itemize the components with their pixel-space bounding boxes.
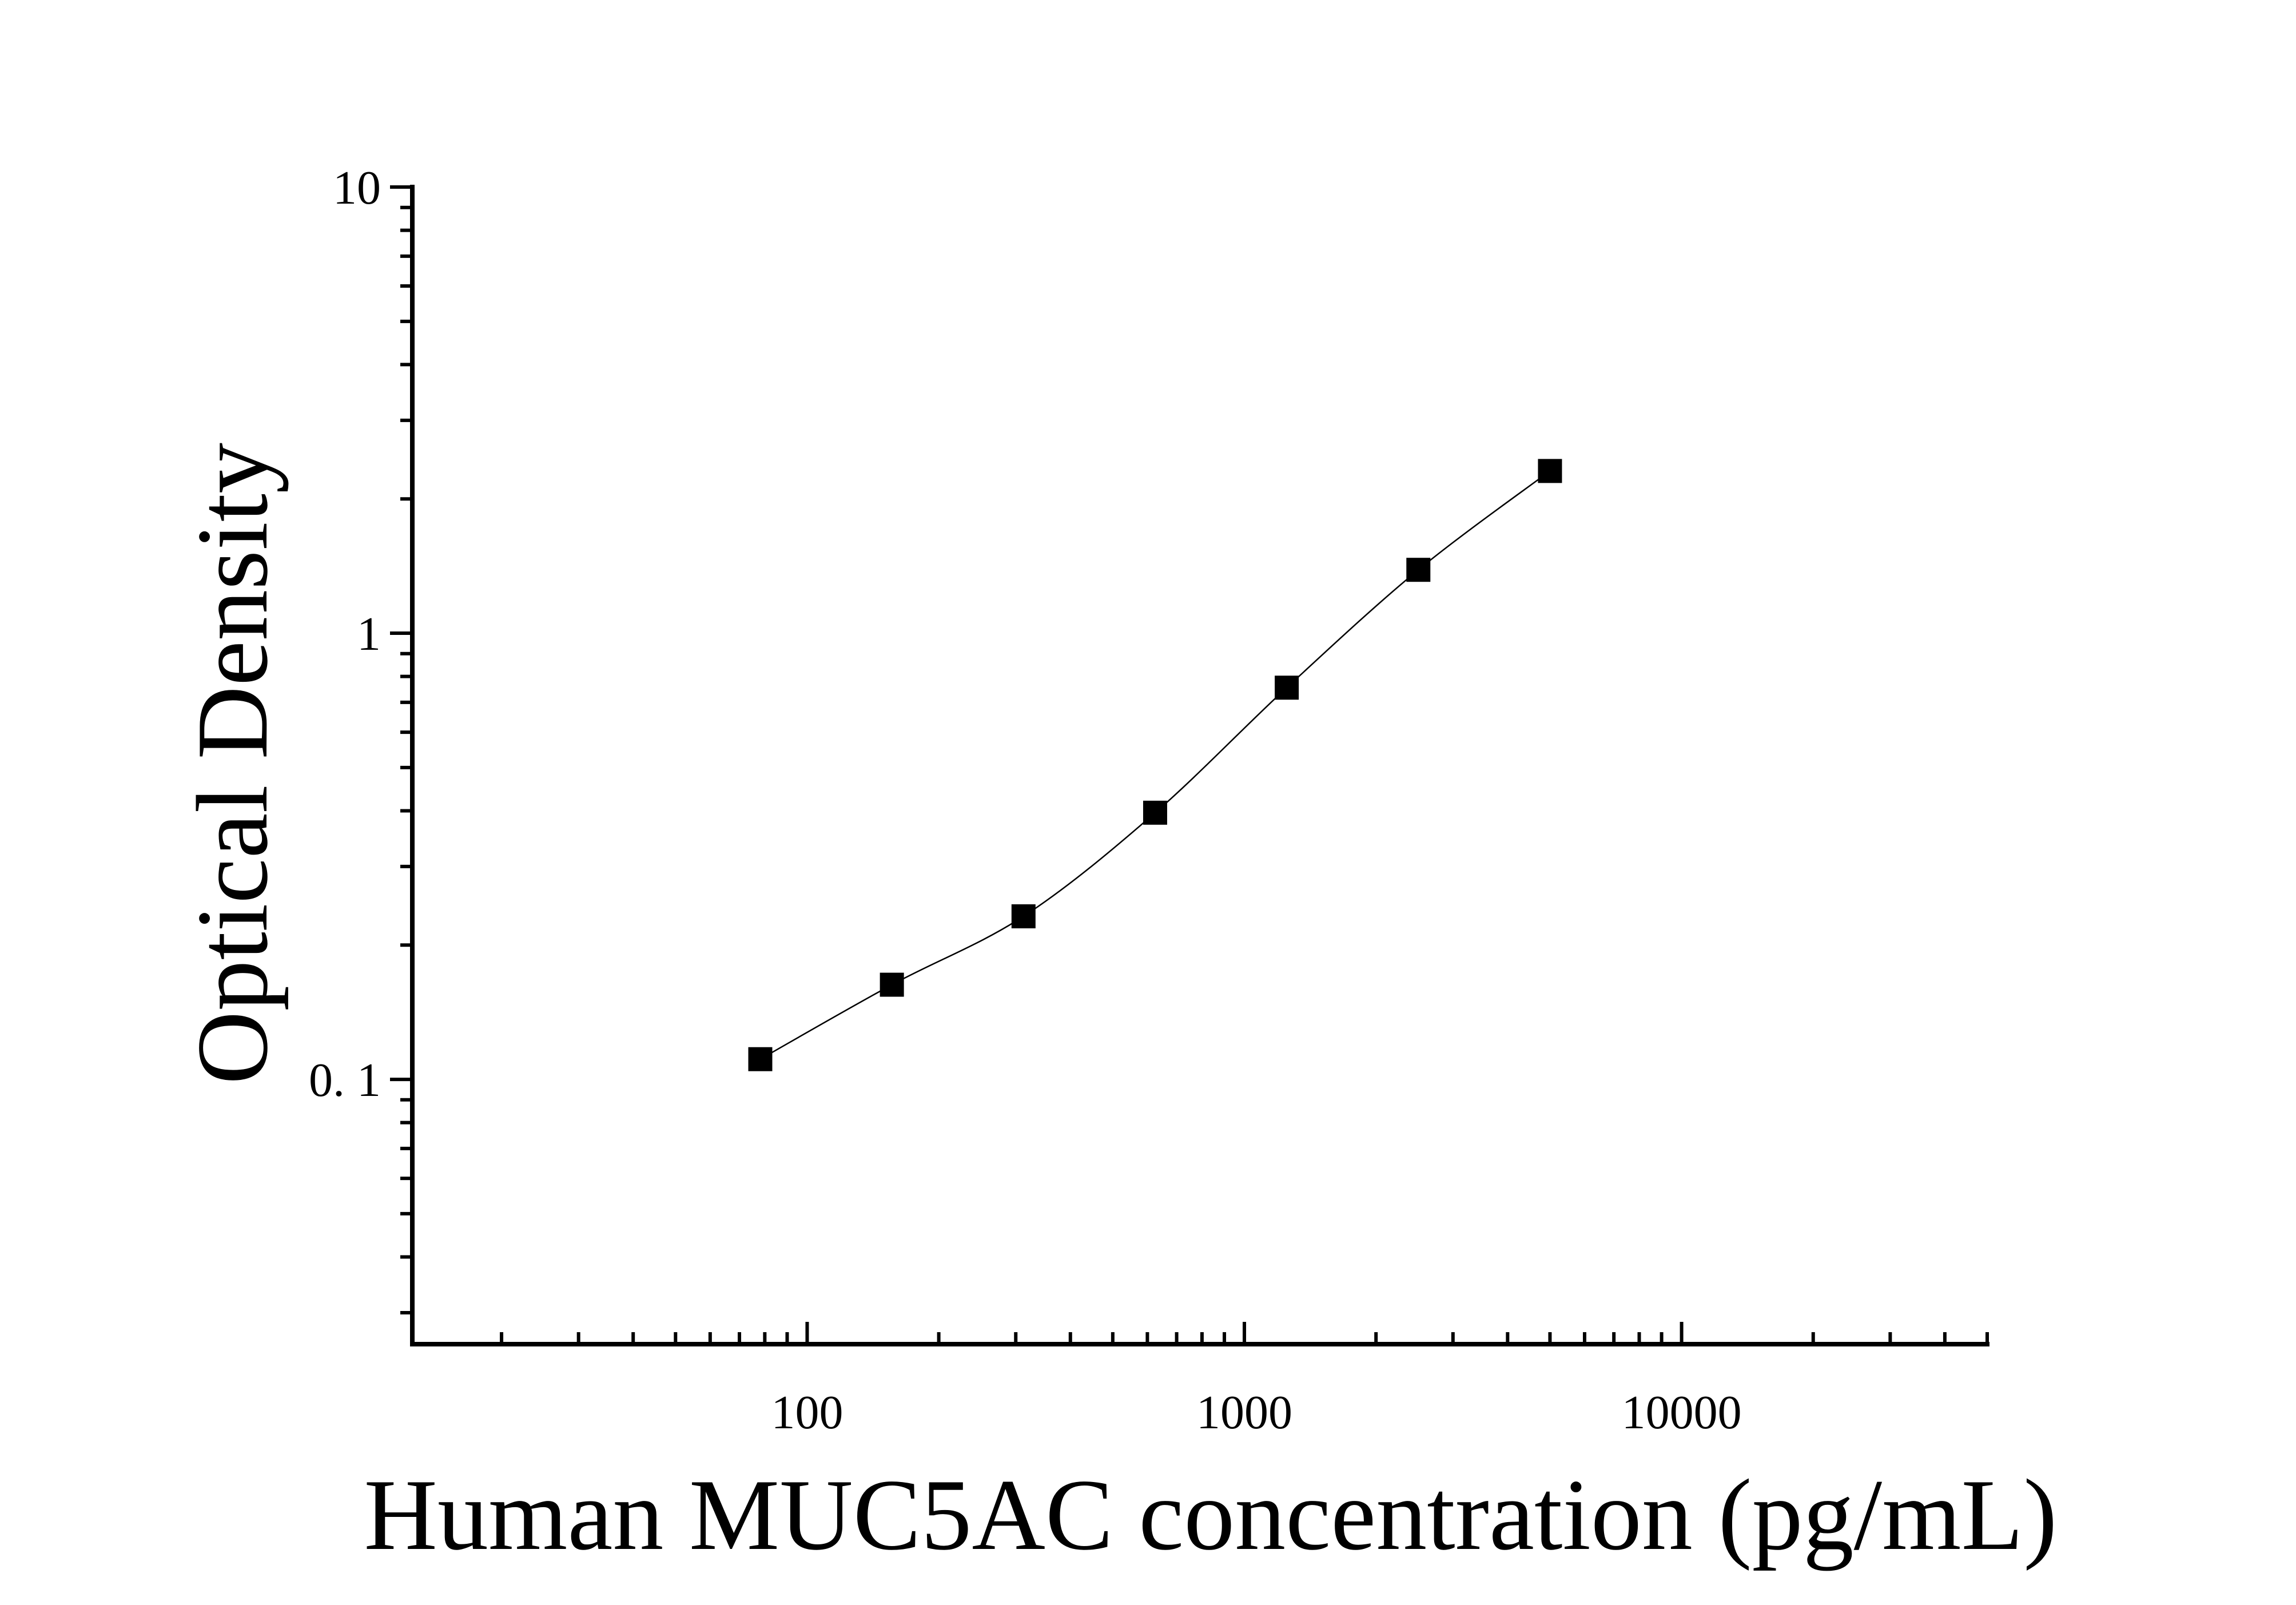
y-tick-label: 10 — [333, 161, 381, 214]
x-tick-label: 1000 — [1196, 1386, 1292, 1439]
data-point — [1406, 558, 1431, 582]
x-axis-title: Human MUC5AC concentration (pg/mL) — [364, 1458, 2057, 1571]
axis-ticks — [390, 185, 1989, 1344]
y-axis-title: Optical Density — [176, 443, 289, 1084]
x-tick-label: 10000 — [1622, 1386, 1742, 1439]
y-tick-label: 0. 1 — [309, 1054, 381, 1107]
data-point — [1275, 676, 1299, 700]
data-point — [1011, 904, 1036, 928]
axis-tick-labels: 100 1000 10000 10 1 0. 1 — [309, 161, 1742, 1439]
y-tick-label: 1 — [357, 607, 381, 661]
data-point — [748, 1047, 773, 1071]
data-series — [748, 459, 1562, 1071]
data-point — [1538, 459, 1562, 483]
data-point — [1143, 800, 1167, 825]
x-tick-label: 100 — [771, 1386, 843, 1439]
fit-curve — [759, 470, 1551, 1060]
data-point — [880, 972, 904, 997]
